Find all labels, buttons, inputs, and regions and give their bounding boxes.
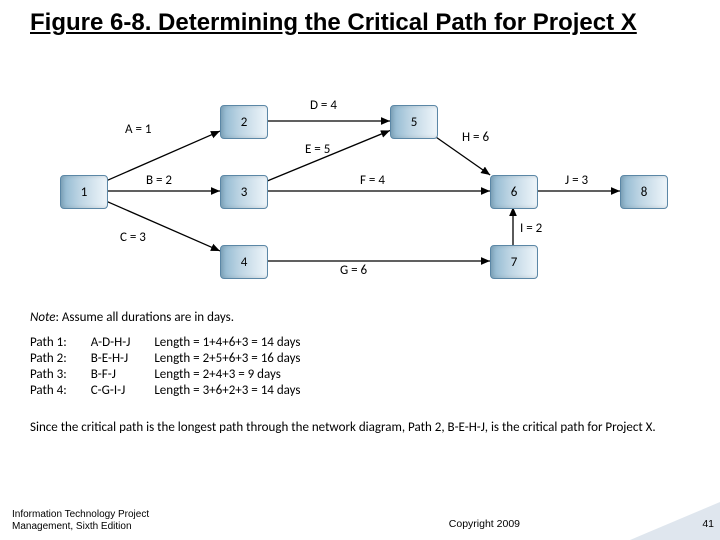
path-length: Length = 1+4+6+3 = 14 days [154, 335, 324, 351]
node-8: 8 [620, 175, 668, 209]
table-row: Path 3:B-F-JLength = 2+4+3 = 9 days [30, 367, 324, 383]
path-sequence: B-E-H-J [91, 351, 155, 367]
network-diagram: 1 2 3 4 5 6 7 8 A = 1 B = 2 C = 3 D = 4 E = 5 F = 4 G… [30, 80, 670, 300]
edge-label-2-5: D = 4 [310, 98, 337, 113]
path-name: Path 2: [30, 351, 91, 367]
table-row: Path 4:C-G-I-JLength = 3+6+2+3 = 14 days [30, 383, 324, 399]
edge-label-1-2: A = 1 [125, 122, 151, 137]
footer-page-number: 41 [702, 518, 714, 530]
paths-table: Path 1:A-D-H-JLength = 1+4+6+3 = 14 days… [30, 335, 324, 399]
edge-label-3-6: F = 4 [360, 173, 385, 188]
path-name: Path 4: [30, 383, 91, 399]
edge-label-1-4: C = 3 [120, 230, 146, 245]
edge-label-7-6: I = 2 [520, 221, 542, 236]
conclusion-text: Since the critical path is the longest p… [30, 420, 656, 436]
note-line: Note: Assume all durations are in days. [30, 310, 234, 325]
node-3: 3 [220, 175, 268, 209]
edge-label-1-3: B = 2 [146, 173, 172, 188]
node-5: 5 [390, 105, 438, 139]
table-row: Path 2:B-E-H-JLength = 2+5+6+3 = 16 days [30, 351, 324, 367]
path-name: Path 1: [30, 335, 91, 351]
path-length: Length = 2+4+3 = 9 days [154, 367, 324, 383]
node-7: 7 [490, 245, 538, 279]
node-1: 1 [60, 175, 108, 209]
edge-label-5-6: H = 6 [462, 130, 489, 145]
table-row: Path 1:A-D-H-JLength = 1+4+6+3 = 14 days [30, 335, 324, 351]
path-length: Length = 2+5+6+3 = 16 days [154, 351, 324, 367]
edge-label-4-7: G = 6 [340, 263, 367, 278]
path-sequence: B-F-J [91, 367, 155, 383]
footer-copyright: Copyright 2009 [449, 518, 520, 530]
node-6: 6 [490, 175, 538, 209]
figure-title: Figure 6-8. Determining the Critical Pat… [30, 8, 637, 38]
edge-label-3-5: E = 5 [305, 142, 330, 157]
note-prefix: Note [30, 310, 55, 325]
edge-label-6-8: J = 3 [565, 173, 588, 188]
footer-source: Information Technology Project Managemen… [12, 509, 149, 532]
node-2: 2 [220, 105, 268, 139]
path-name: Path 3: [30, 367, 91, 383]
note-rest: : Assume all durations are in days. [55, 310, 234, 325]
path-length: Length = 3+6+2+3 = 14 days [154, 383, 324, 399]
node-4: 4 [220, 245, 268, 279]
path-sequence: C-G-I-J [91, 383, 155, 399]
path-sequence: A-D-H-J [91, 335, 155, 351]
